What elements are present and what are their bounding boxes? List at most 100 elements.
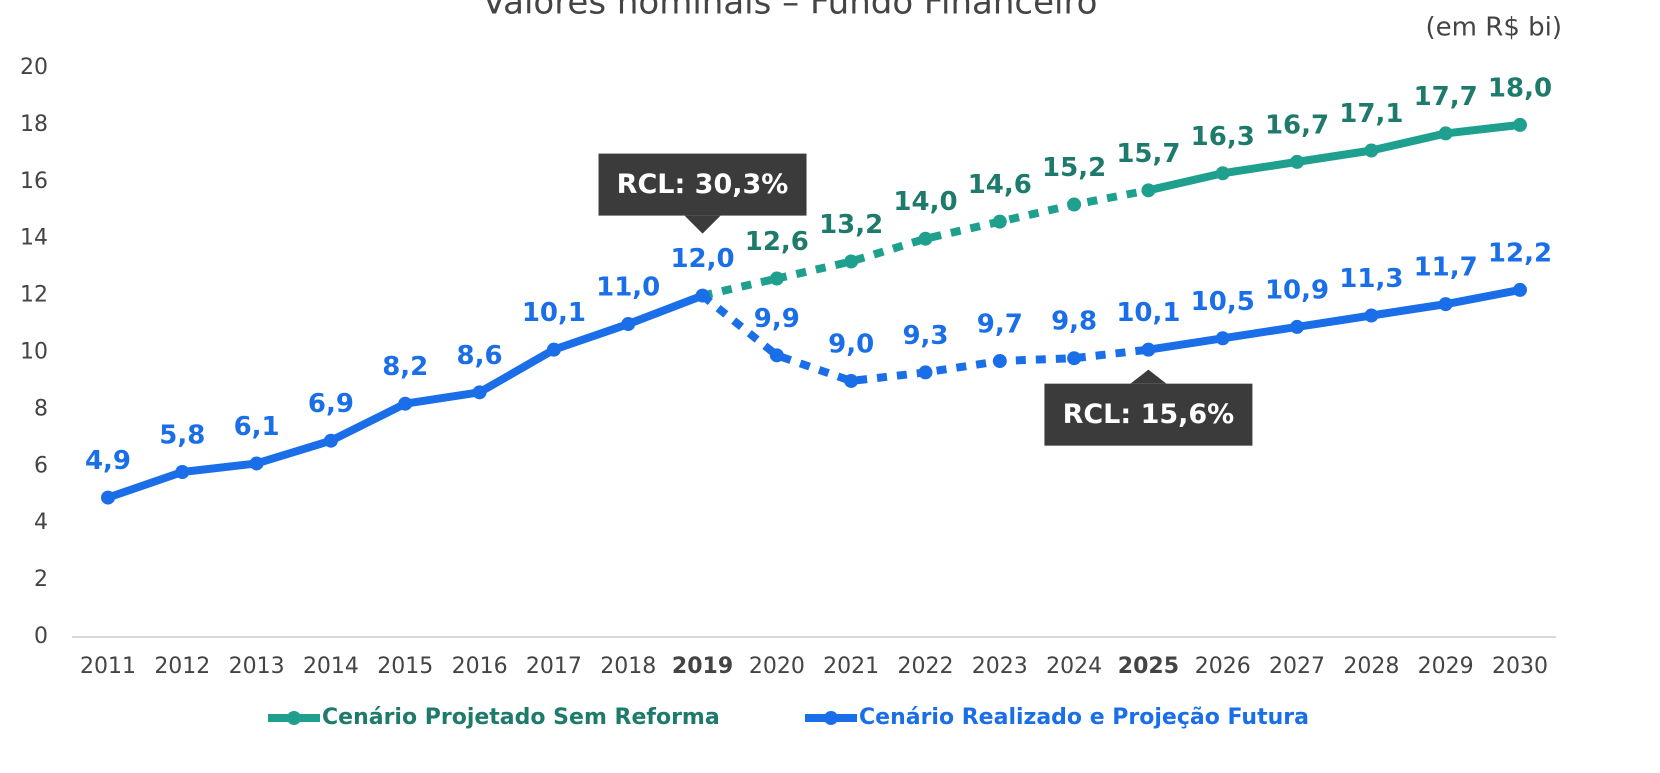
data-point	[1141, 183, 1156, 198]
data-label: 12,6	[745, 227, 809, 257]
data-point	[175, 464, 190, 479]
data-label: 12,2	[1488, 238, 1552, 268]
data-label: 14,0	[893, 187, 957, 217]
data-point	[1438, 126, 1453, 141]
data-label: 10,9	[1265, 275, 1329, 305]
y-tick-label: 10	[20, 340, 48, 365]
y-tick-label: 8	[34, 396, 48, 421]
x-tick-label: 2020	[749, 654, 805, 679]
x-tick-label: 2014	[303, 654, 359, 679]
x-tick-label: 2019	[672, 654, 733, 679]
data-point	[1215, 331, 1230, 346]
data-point	[1067, 351, 1082, 366]
data-label: 11,3	[1339, 264, 1403, 294]
x-tick-label: 2029	[1418, 654, 1474, 679]
data-label: 9,3	[902, 321, 948, 351]
data-point	[918, 365, 933, 380]
annotation-text: RCL: 30,3%	[617, 169, 789, 200]
series-line	[106, 291, 704, 502]
y-tick-label: 18	[20, 112, 48, 137]
data-point	[1513, 117, 1527, 132]
data-label: 14,6	[968, 170, 1032, 200]
data-label: 6,9	[308, 389, 354, 419]
connector-line	[701, 274, 778, 300]
y-tick-label: 12	[20, 283, 48, 308]
data-point	[398, 396, 413, 411]
data-point	[1290, 154, 1305, 169]
data-label: 6,1	[234, 412, 280, 442]
legend-marker	[824, 711, 838, 725]
data-label: 8,6	[457, 341, 503, 371]
chart-subtitle: (em R$ bi)	[1426, 13, 1562, 43]
x-tick-label: 2025	[1118, 654, 1179, 679]
y-tick-label: 20	[20, 55, 48, 80]
data-point	[621, 317, 636, 332]
y-tick-label: 16	[20, 169, 48, 194]
x-tick-label: 2028	[1343, 654, 1399, 679]
data-point	[695, 288, 710, 303]
legend-label: Cenário Projetado Sem Reforma	[322, 705, 720, 730]
data-label: 8,2	[382, 352, 428, 382]
data-point	[992, 354, 1007, 369]
data-point	[1215, 166, 1230, 181]
x-tick-label: 2018	[600, 654, 656, 679]
x-tick-label: 2022	[897, 654, 953, 679]
series-line	[775, 186, 1150, 283]
x-tick-label: 2030	[1492, 654, 1548, 679]
data-label: 16,3	[1191, 122, 1255, 152]
data-point	[1438, 297, 1453, 312]
data-label: 4,9	[85, 446, 131, 476]
data-point	[1141, 342, 1156, 357]
data-point	[918, 231, 933, 246]
data-label: 9,8	[1051, 307, 1097, 337]
data-point	[1290, 319, 1305, 334]
data-point	[546, 342, 561, 357]
data-point	[844, 373, 859, 388]
data-point	[472, 385, 487, 400]
data-point	[769, 271, 784, 286]
data-label: 17,1	[1339, 99, 1403, 129]
data-label: 15,7	[1116, 139, 1180, 169]
data-label: 10,5	[1191, 287, 1255, 317]
data-point	[1364, 143, 1379, 158]
annotation-text: RCL: 15,6%	[1063, 399, 1235, 430]
data-label: 10,1	[1116, 298, 1180, 328]
annotation-pointer	[1130, 369, 1167, 384]
data-label: 13,2	[819, 210, 883, 240]
data-label: 18,0	[1488, 73, 1552, 103]
series-line	[1147, 120, 1521, 195]
x-tick-label: 2016	[452, 654, 508, 679]
data-label: 16,7	[1265, 110, 1329, 140]
data-label: 15,2	[1042, 153, 1106, 183]
data-point	[1067, 197, 1082, 212]
data-label: 17,7	[1414, 82, 1478, 112]
data-point	[769, 348, 784, 363]
x-tick-label: 2013	[229, 654, 285, 679]
x-tick-label: 2011	[80, 654, 136, 679]
legend-marker	[287, 711, 301, 725]
legend-label: Cenário Realizado e Projeção Futura	[859, 705, 1309, 730]
data-label: 11,0	[596, 273, 660, 303]
y-tick-label: 0	[34, 624, 48, 649]
data-label: 9,0	[828, 329, 874, 359]
x-tick-label: 2012	[154, 654, 210, 679]
y-tick-label: 2	[34, 567, 48, 592]
data-point	[323, 433, 338, 448]
annotation-pointer	[684, 215, 721, 234]
series-line	[1147, 285, 1521, 354]
x-tick-label: 2026	[1195, 654, 1251, 679]
x-tick-label: 2021	[823, 654, 879, 679]
data-label: 5,8	[159, 420, 205, 450]
data-point	[249, 456, 264, 471]
data-point	[1364, 308, 1379, 323]
data-label: 9,9	[754, 304, 800, 334]
data-point	[1513, 282, 1527, 297]
data-label: 12,0	[670, 244, 734, 274]
data-point	[101, 490, 115, 505]
annotation-box	[1044, 383, 1253, 446]
x-tick-label: 2015	[377, 654, 433, 679]
x-tick-label: 2024	[1046, 654, 1102, 679]
data-point	[992, 214, 1007, 229]
x-tick-label: 2017	[526, 654, 582, 679]
